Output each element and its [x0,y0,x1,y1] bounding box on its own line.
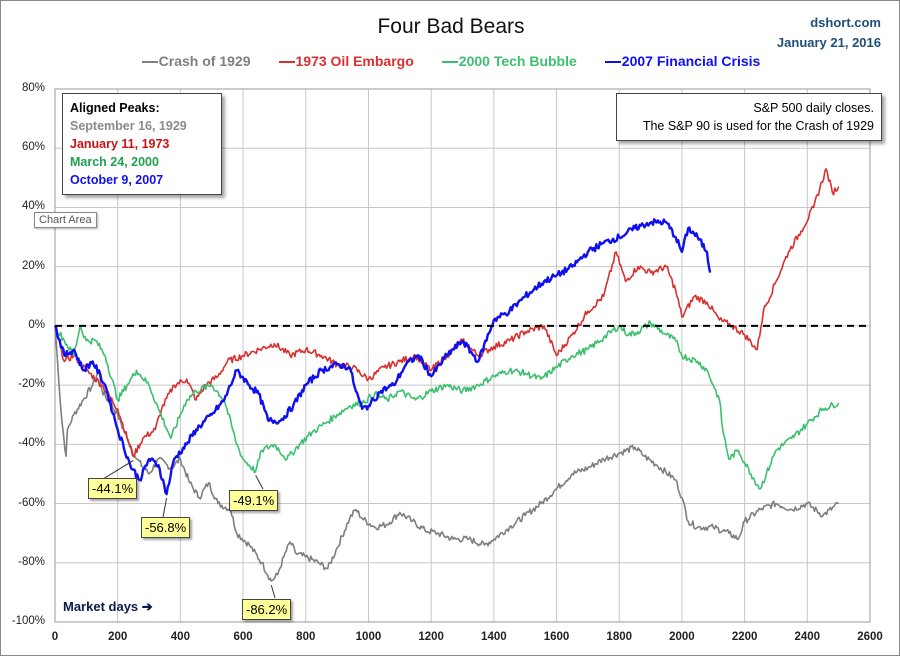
x-axis-note: Market days ➔ [63,599,153,614]
callout-leader [270,584,276,599]
legend-label: 2000 Tech Bubble [458,53,577,69]
legend-item-2000: 2000 Tech Bubble [441,53,577,69]
callout-86: -86.2% [242,599,292,620]
y-tick-label: -80% [18,555,45,568]
y-tick-label: 20% [21,259,45,272]
callout-56: -56.8% [141,517,191,538]
x-tick-label: 1400 [481,631,507,643]
x-tick-label: 2200 [731,631,758,643]
legend-label: 2007 Financial Crisis [621,53,761,69]
peak-date-1973: January 11, 1973 [70,137,170,151]
y-tick-label: 0% [28,318,45,331]
note-line-2: The S&P 90 is used for the Crash of 1929 [642,119,874,133]
x-tick-label: 0 [51,631,59,643]
note-box: S&P 500 daily closes. The S&P 90 is used… [616,93,882,141]
legend-item-1973: 1973 Oil Embargo [278,53,414,69]
y-tick-label: 40% [21,200,45,213]
y-tick-label: -40% [18,437,45,450]
legend: Crash of 1929 1973 Oil Embargo 2000 Tech… [1,53,899,69]
aligned-peaks-box: Aligned Peaks: September 16, 1929 Januar… [62,93,222,195]
source-info: dshort.com January 21, 2016 [777,13,881,53]
source-label: dshort.com [810,15,881,30]
series-line [55,320,840,490]
x-tick-label: 1800 [606,631,633,643]
callout-leader [255,475,264,490]
chart-title: Four Bad Bears [377,15,525,38]
peak-date-1929: September 16, 1929 [70,119,187,133]
y-tick-label: -60% [18,496,45,509]
callout-leader [162,497,168,518]
y-tick-label: -20% [18,378,45,391]
peaks-heading: Aligned Peaks: [70,101,160,115]
x-tick-label: 1000 [355,631,382,643]
x-tick-label: 1600 [543,631,570,643]
x-tick-label: 600 [233,631,253,643]
x-tick-label: 800 [296,631,316,643]
x-tick-label: 2000 [669,631,695,643]
x-tick-label: 2600 [857,631,883,643]
x-tick-label: 1200 [418,631,444,643]
y-tick-label: 60% [21,141,45,154]
legend-label: 1973 Oil Embargo [295,53,414,69]
y-tick-label: -100% [11,615,45,627]
chart-area-tooltip: Chart Area [34,212,97,228]
series-line [54,325,839,582]
legend-label: Crash of 1929 [158,53,251,69]
date-label: January 21, 2016 [776,35,881,50]
callout-44: -44.1% [88,478,138,499]
legend-item-1929: Crash of 1929 [141,53,251,69]
x-tick-label: 2400 [794,631,821,643]
callout-leader [102,460,134,480]
legend-item-2007: 2007 Financial Crisis [604,53,761,69]
peak-date-2000: March 24, 2000 [70,155,159,169]
note-line-1: S&P 500 daily closes. [753,101,874,115]
x-tick-label: 200 [108,631,128,643]
series-line [53,218,712,496]
plot-border [54,88,871,623]
x-tick-label: 400 [170,631,190,643]
peak-date-2007: October 9, 2007 [70,173,164,187]
callout-49: -49.1% [229,490,279,511]
y-tick-label: 80% [21,82,45,94]
